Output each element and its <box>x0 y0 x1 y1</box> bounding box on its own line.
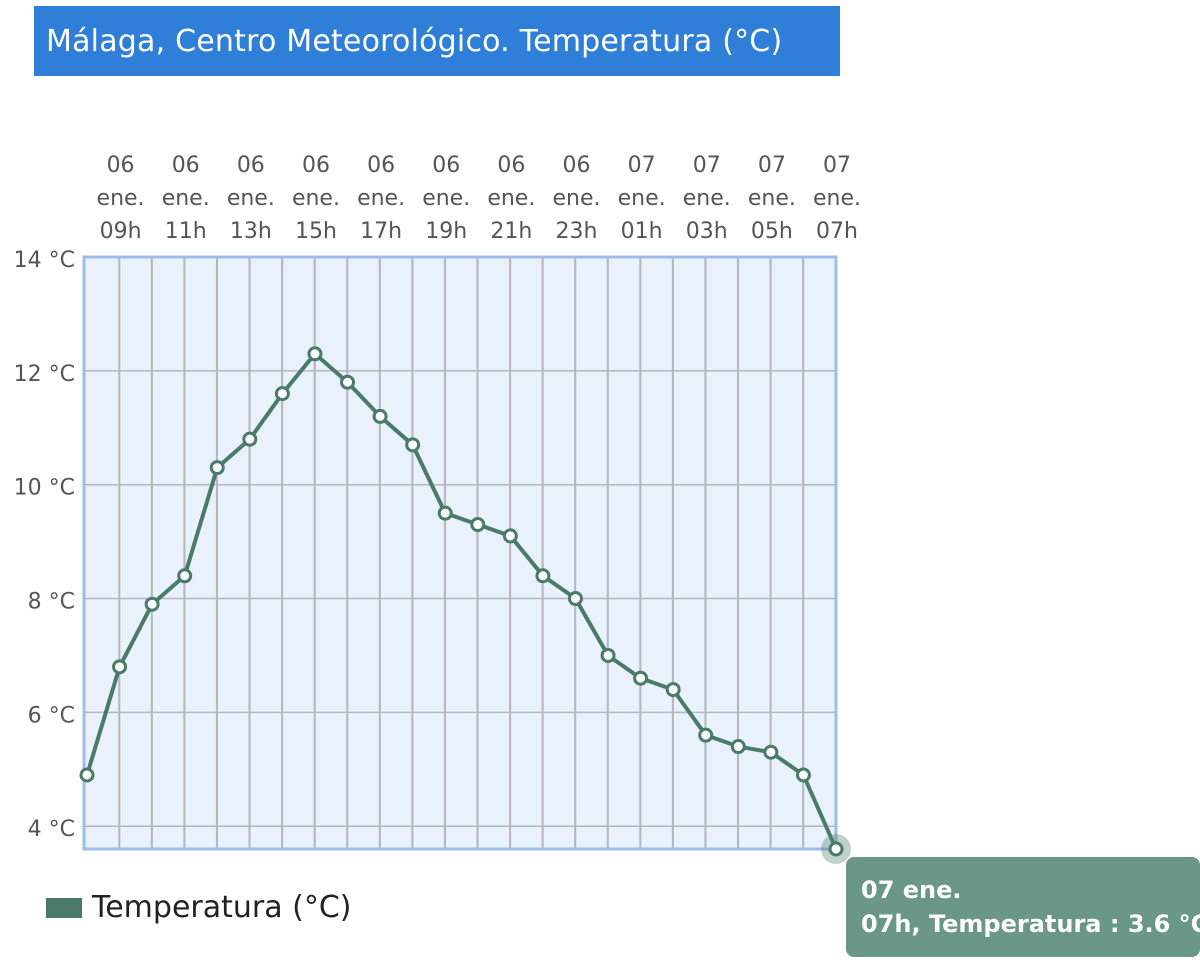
legend[interactable]: Temperatura (°C) <box>46 890 352 925</box>
vertical-gridlines <box>118 257 837 849</box>
data-point[interactable] <box>502 528 518 544</box>
data-point[interactable] <box>665 682 681 698</box>
chart-title: Málaga, Centro Meteorológico. Temperatur… <box>46 23 783 59</box>
y-tick-label: 8 °C <box>28 590 75 615</box>
data-point[interactable] <box>535 568 551 584</box>
x-tick-label: 06 ene. 21h <box>487 153 535 244</box>
data-point[interactable] <box>144 596 160 612</box>
chart-title-bar: Málaga, Centro Meteorológico. Temperatur… <box>34 6 840 76</box>
x-tick-label: 07 ene. 05h <box>748 153 796 244</box>
data-point[interactable] <box>470 517 486 533</box>
x-tick-label: 07 ene. 07h <box>813 153 861 244</box>
x-tick-label: 06 ene. 11h <box>162 153 210 244</box>
data-point[interactable] <box>763 744 779 760</box>
data-point[interactable] <box>600 647 616 663</box>
tooltip-date: 07 ene. <box>861 876 962 904</box>
y-tick-label: 14 °C <box>14 248 75 273</box>
data-point[interactable] <box>437 505 453 521</box>
plot-border <box>82 255 838 851</box>
temperature-series <box>79 346 851 864</box>
x-tick-label: 06 ene. 23h <box>552 153 600 244</box>
x-tick-label: 06 ene. 17h <box>357 153 405 244</box>
data-point[interactable] <box>730 739 746 755</box>
x-tick-label: 06 ene. 09h <box>97 153 145 244</box>
y-tick-label: 4 °C <box>28 817 75 842</box>
x-tick-label: 06 ene. 19h <box>422 153 470 244</box>
data-point[interactable] <box>79 767 95 783</box>
data-point[interactable] <box>112 659 128 675</box>
data-point[interactable] <box>340 374 356 390</box>
x-tick-label: 07 ene. 03h <box>683 153 731 244</box>
data-point[interactable] <box>177 568 193 584</box>
y-tick-label: 10 °C <box>14 476 75 501</box>
tooltip-value: 07h, Temperatura : 3.6 °C <box>861 910 1200 938</box>
y-tick-label: 6 °C <box>28 703 75 728</box>
data-point[interactable] <box>633 670 649 686</box>
data-point[interactable] <box>698 727 714 743</box>
x-axis-labels: 06 ene. 09h 06 ene. 11h 06 ene. 13h 06 ene. 15h 06 en… <box>97 153 861 244</box>
data-point[interactable] <box>242 431 258 447</box>
legend-label: Temperatura (°C) <box>92 890 352 925</box>
legend-swatch <box>46 897 82 918</box>
data-point[interactable] <box>372 408 388 424</box>
data-point[interactable] <box>567 591 583 607</box>
plot-area <box>84 257 836 849</box>
x-tick-label: 06 ene. 13h <box>227 153 275 244</box>
y-tick-label: 12 °C <box>14 362 75 387</box>
data-point-tooltip: 07 ene. 07h, Temperatura : 3.6 °C <box>846 857 1200 957</box>
data-point[interactable] <box>274 386 290 402</box>
x-tick-label: 07 ene. 01h <box>618 153 666 244</box>
y-axis-labels: 4 °C 6 °C 8 °C 10 °C 12 °C 14 °C <box>14 248 75 842</box>
data-point[interactable] <box>209 460 225 476</box>
data-point[interactable] <box>405 437 421 453</box>
data-point[interactable] <box>795 767 811 783</box>
data-point[interactable] <box>307 346 323 362</box>
x-tick-label: 06 ene. 15h <box>292 153 340 244</box>
data-point-highlighted[interactable] <box>828 841 844 857</box>
